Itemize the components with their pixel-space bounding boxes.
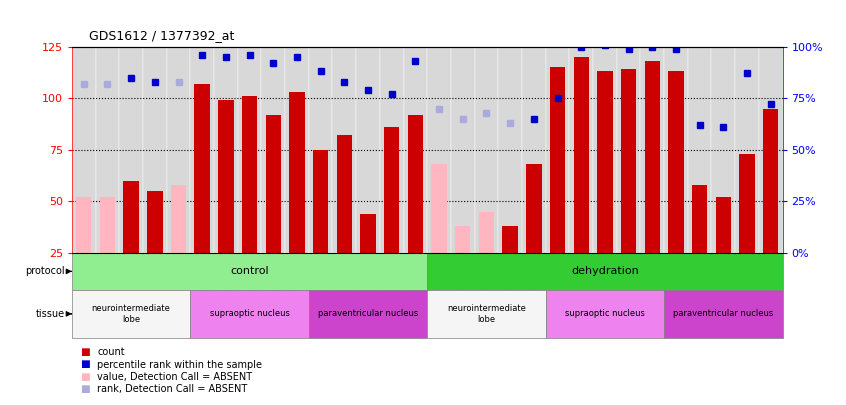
Bar (285, 47, 309, 253)
Bar (404, 47, 427, 253)
Text: value, Detection Call = ABSENT: value, Detection Call = ABSENT (97, 372, 252, 382)
Text: protocol: protocol (25, 266, 65, 276)
Bar (597, 71, 613, 253)
Bar (289, 92, 305, 253)
Bar (147, 191, 162, 253)
Bar (218, 100, 233, 253)
Text: ■: ■ (80, 360, 91, 369)
Text: supraoptic nucleus: supraoptic nucleus (565, 309, 645, 318)
Bar (593, 47, 617, 253)
Bar (167, 47, 190, 253)
Bar (266, 115, 281, 253)
Bar (360, 214, 376, 253)
Text: percentile rank within the sample: percentile rank within the sample (97, 360, 262, 369)
Bar (313, 150, 328, 253)
Text: tissue: tissue (36, 309, 65, 319)
Bar (195, 84, 210, 253)
Bar (124, 181, 139, 253)
Text: GDS1612 / 1377392_at: GDS1612 / 1377392_at (89, 30, 234, 43)
Bar (309, 290, 427, 338)
Bar (546, 290, 664, 338)
Bar (711, 47, 735, 253)
Bar (214, 47, 238, 253)
Bar (380, 47, 404, 253)
Text: ■: ■ (80, 347, 91, 357)
Bar (763, 109, 778, 253)
Bar (427, 253, 783, 290)
Bar (640, 47, 664, 253)
Bar (692, 185, 707, 253)
Bar (522, 47, 546, 253)
Bar (735, 47, 759, 253)
Text: paraventricular nucleus: paraventricular nucleus (318, 309, 418, 318)
Bar (337, 135, 352, 253)
Bar (739, 154, 755, 253)
Text: neurointermediate
lobe: neurointermediate lobe (91, 304, 171, 324)
Text: rank, Detection Call = ABSENT: rank, Detection Call = ABSENT (97, 384, 248, 394)
Bar (190, 290, 309, 338)
Bar (72, 290, 190, 338)
Bar (143, 47, 167, 253)
Bar (498, 47, 522, 253)
Bar (427, 47, 451, 253)
Bar (356, 47, 380, 253)
Bar (190, 47, 214, 253)
Bar (309, 47, 332, 253)
Bar (479, 212, 494, 253)
Bar (427, 290, 546, 338)
Bar (621, 69, 636, 253)
Bar (238, 47, 261, 253)
Text: neurointermediate
lobe: neurointermediate lobe (447, 304, 526, 324)
Bar (503, 226, 518, 253)
Bar (72, 47, 96, 253)
Bar (242, 96, 257, 253)
Text: ■: ■ (80, 372, 91, 382)
Bar (664, 290, 783, 338)
Bar (72, 253, 427, 290)
Bar (574, 57, 589, 253)
Bar (261, 47, 285, 253)
Bar (716, 197, 731, 253)
Bar (332, 47, 356, 253)
Text: paraventricular nucleus: paraventricular nucleus (673, 309, 773, 318)
Bar (431, 164, 447, 253)
Bar (451, 47, 475, 253)
Bar (100, 197, 115, 253)
Bar (408, 115, 423, 253)
Bar (664, 47, 688, 253)
Text: control: control (230, 266, 269, 276)
Bar (668, 71, 684, 253)
Bar (617, 47, 640, 253)
Bar (759, 47, 783, 253)
Bar (96, 47, 119, 253)
Bar (171, 185, 186, 253)
Bar (76, 197, 91, 253)
Bar (550, 67, 565, 253)
Bar (688, 47, 711, 253)
Bar (119, 47, 143, 253)
Bar (526, 164, 541, 253)
Text: ■: ■ (80, 384, 91, 394)
Bar (455, 226, 470, 253)
Text: count: count (97, 347, 125, 357)
Bar (475, 47, 498, 253)
Text: dehydration: dehydration (571, 266, 639, 276)
Bar (546, 47, 569, 253)
Text: supraoptic nucleus: supraoptic nucleus (210, 309, 289, 318)
Bar (645, 61, 660, 253)
Bar (384, 127, 399, 253)
Bar (569, 47, 593, 253)
